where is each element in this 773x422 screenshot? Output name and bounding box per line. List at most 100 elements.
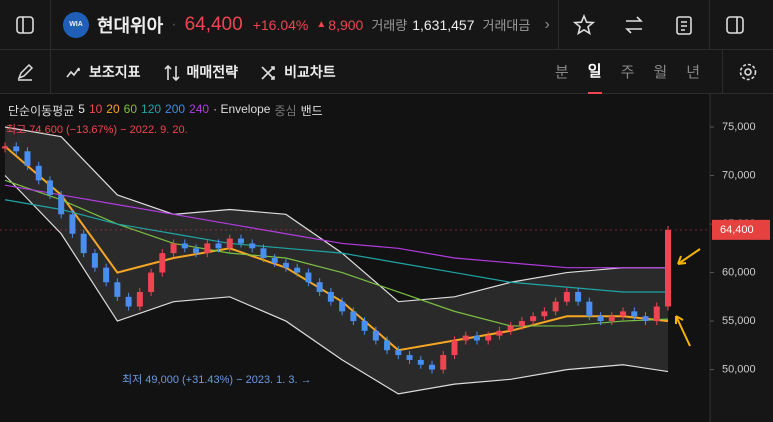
candle xyxy=(282,262,289,268)
tool-label: 매매전략 xyxy=(186,63,239,80)
candle xyxy=(462,335,469,341)
legend-period: 10 xyxy=(88,102,103,116)
price-tag-label: 64,400 xyxy=(720,224,754,236)
y-tick-label: 70,000 xyxy=(722,169,756,181)
legend-period: 240 xyxy=(189,102,210,116)
draw-tool[interactable] xyxy=(0,62,50,82)
tool-label: 비교차트 xyxy=(284,63,336,80)
legend-period: 5 xyxy=(78,102,85,116)
candle xyxy=(24,151,31,166)
candle xyxy=(406,355,413,360)
candle xyxy=(305,272,312,283)
candle xyxy=(125,296,132,307)
legend: 단순이동평균 5 10 20 60 120 200 240 · Envelope 중심 밴드 xyxy=(8,102,323,119)
candle xyxy=(642,316,649,322)
candle xyxy=(507,325,514,331)
tool-icon xyxy=(261,65,275,80)
series-line xyxy=(4,175,669,395)
change: 8,900 xyxy=(328,16,364,33)
candle xyxy=(563,291,570,302)
sidebar-toggle[interactable] xyxy=(0,15,50,35)
candle xyxy=(631,311,638,317)
candle xyxy=(69,214,76,234)
high-note: 최고 74,600 (−13.67%) − 2022. 9. 20. xyxy=(6,123,188,136)
series-line xyxy=(4,184,668,269)
period-tab[interactable]: 주 xyxy=(620,64,635,81)
candle xyxy=(485,335,492,341)
candle xyxy=(294,267,301,273)
candle xyxy=(372,330,379,341)
candle xyxy=(417,359,424,365)
legend-period: 200 xyxy=(165,102,186,116)
candle xyxy=(530,316,537,322)
low-note: 최저 49,000 (+31.43%) − 2023. 1. 3. → xyxy=(122,373,312,386)
candle xyxy=(586,301,593,317)
band-area xyxy=(5,126,668,394)
candle xyxy=(249,243,256,249)
memo[interactable] xyxy=(659,14,709,36)
candle xyxy=(316,282,323,292)
candle xyxy=(114,282,121,297)
candle xyxy=(271,258,278,263)
candle xyxy=(518,321,525,326)
candle xyxy=(361,321,368,331)
price: 64,400 xyxy=(184,13,243,35)
candle xyxy=(204,243,211,254)
candle xyxy=(181,243,188,249)
candle xyxy=(46,180,53,195)
legend-center: 중심 xyxy=(274,104,297,118)
y-tick-label: 60,000 xyxy=(722,266,756,278)
candle xyxy=(327,291,334,302)
candle xyxy=(395,350,402,356)
candle xyxy=(552,301,559,312)
settings[interactable] xyxy=(723,61,773,83)
candle xyxy=(496,330,503,336)
candle xyxy=(429,364,436,370)
tool-icon xyxy=(163,64,180,81)
period-tab[interactable]: 일 xyxy=(587,50,602,94)
candle xyxy=(620,311,627,317)
candle xyxy=(136,291,143,307)
candle xyxy=(608,316,615,322)
candle xyxy=(159,253,166,273)
candle xyxy=(575,291,582,302)
volume-label: 거래량 xyxy=(371,18,408,33)
candle xyxy=(440,355,447,370)
legend-period: 120 xyxy=(141,102,162,116)
candle xyxy=(451,340,458,356)
candle xyxy=(2,146,8,149)
legend-band: 밴드 xyxy=(300,104,323,118)
period-tab[interactable]: 년 xyxy=(686,64,700,81)
tool-label: 보조지표 xyxy=(89,63,141,80)
tool-button[interactable]: 비교차트 xyxy=(260,62,336,82)
toolbar: 보조지표 매매전략 비교차트 분 일 주 월 년 xyxy=(0,49,773,94)
candle xyxy=(80,233,87,254)
tool-icon xyxy=(66,67,80,77)
candle xyxy=(597,316,604,322)
period-tab[interactable]: 월 xyxy=(653,64,668,81)
arrow xyxy=(677,248,701,265)
tool-button[interactable]: 매매전략 xyxy=(163,62,239,82)
candle xyxy=(103,267,110,283)
period-tab[interactable]: 분 xyxy=(554,64,569,81)
change-pct: +16.04% xyxy=(252,16,309,33)
candle xyxy=(193,248,200,254)
stock-name[interactable]: 현대위아 xyxy=(97,15,164,36)
candle xyxy=(665,229,671,307)
panel-toggle[interactable] xyxy=(710,15,760,35)
candle xyxy=(541,311,548,317)
swap[interactable] xyxy=(609,14,659,36)
y-tick-label: 75,000 xyxy=(722,121,756,133)
legend-envelope: · Envelope xyxy=(213,102,271,116)
y-tick-label: 50,000 xyxy=(722,364,756,376)
chart: 75,00070,00065,00060,00055,00050,00064,4… xyxy=(0,94,770,422)
candle xyxy=(91,253,98,268)
candle xyxy=(384,340,391,351)
candle xyxy=(58,194,65,215)
tool-button[interactable]: 보조지표 xyxy=(65,62,141,82)
candle xyxy=(215,243,222,249)
volume: 1,631,457 xyxy=(412,16,475,33)
favorite[interactable] xyxy=(559,13,609,36)
logo: WIA xyxy=(63,11,89,38)
